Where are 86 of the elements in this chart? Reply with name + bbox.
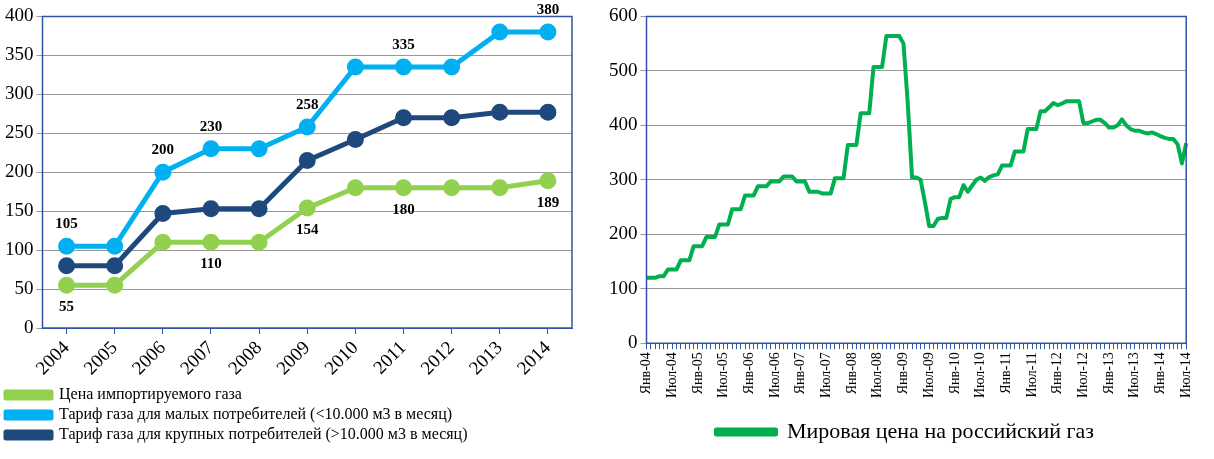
point (443, 179, 461, 197)
legend-label: Тариф газа для малых потребителей (<10.000 м3 в месяц) (59, 405, 453, 424)
y-tick-label: 200 (609, 222, 638, 244)
x-tick-label: Янв-05 (689, 352, 705, 395)
point (202, 233, 220, 251)
point (539, 103, 557, 121)
point (298, 199, 316, 217)
point (346, 130, 364, 148)
point (58, 237, 76, 255)
y-tick-label: 150 (5, 199, 34, 221)
point (539, 23, 557, 41)
x-tick-label: Июл-05 (715, 352, 731, 399)
x-tick-label: Янв-12 (1049, 352, 1065, 395)
data-label: 55 (59, 298, 75, 315)
point (298, 152, 316, 170)
point (395, 109, 413, 127)
point (346, 179, 364, 197)
point (250, 140, 268, 158)
point (539, 172, 557, 190)
legend-label: Цена импортируемого газа (59, 385, 242, 404)
x-tick-label: Июл-13 (1126, 352, 1142, 399)
x-tick-label: Июл-07 (818, 352, 834, 399)
point (250, 200, 268, 218)
legend-label: Тариф газа для крупных потребителей (>10.000 м3 в месяц) (59, 425, 468, 444)
point (106, 257, 124, 275)
y-tick-label: 400 (609, 113, 638, 135)
point (58, 276, 76, 294)
x-tick-label: Янв-04 (638, 352, 654, 395)
x-tick-label: Июл-04 (663, 352, 679, 399)
x-tick-label: Июл-08 (869, 352, 885, 399)
point (395, 179, 413, 197)
point (298, 118, 316, 136)
y-tick-label: 0 (24, 315, 34, 337)
x-tick-label: Июл-10 (972, 352, 988, 399)
point (58, 257, 76, 275)
x-tick-label: Янв-11 (997, 352, 1013, 394)
data-label: 180 (392, 200, 415, 217)
point (491, 103, 509, 121)
y-tick-label: 200 (5, 160, 34, 182)
x-tick-label: Янв-10 (946, 352, 962, 395)
y-tick-label: 300 (609, 167, 638, 189)
x-tick-label: Янв-07 (792, 352, 808, 395)
data-label: 110 (200, 255, 222, 272)
point (106, 276, 124, 294)
x-tick-label: Янв-13 (1100, 352, 1116, 395)
point (346, 58, 364, 76)
data-label: 154 (296, 220, 319, 237)
x-tick-label: Июл-09 (920, 352, 936, 399)
data-label: 105 (55, 215, 78, 232)
y-tick-label: 400 (5, 4, 34, 26)
y-tick-label: 100 (609, 276, 638, 298)
data-label: 189 (536, 193, 560, 210)
point (443, 109, 461, 127)
point (154, 163, 172, 181)
data-label: 200 (151, 141, 175, 158)
y-tick-label: 0 (628, 331, 638, 353)
y-tick-label: 250 (5, 121, 34, 143)
x-tick-label: Янв-08 (843, 352, 859, 395)
y-tick-label: 50 (14, 277, 34, 299)
point (106, 237, 124, 255)
y-tick-label: 350 (5, 43, 34, 65)
x-tick-label: Июл-06 (766, 352, 782, 399)
point (443, 58, 461, 76)
x-tick-label: Янв-09 (895, 352, 911, 395)
legend-label: Мировая цена на российский газ (786, 417, 1095, 443)
x-tick-label: Июл-12 (1075, 352, 1091, 399)
y-tick-label: 600 (609, 4, 638, 26)
point (154, 204, 172, 222)
point (395, 58, 413, 76)
point (250, 233, 268, 251)
point (202, 200, 220, 218)
x-tick-label: Янв-06 (740, 352, 756, 395)
x-tick-label: Июл-11 (1023, 352, 1039, 398)
y-tick-label: 100 (5, 238, 34, 260)
point (154, 233, 172, 251)
data-label: 380 (536, 0, 560, 17)
point (491, 23, 509, 41)
data-label: 258 (296, 95, 319, 112)
x-tick-label: Июл-14 (1177, 352, 1193, 399)
data-label: 335 (392, 35, 415, 52)
x-tick-label: Янв-14 (1152, 352, 1168, 395)
point (202, 140, 220, 158)
point (491, 179, 509, 197)
y-tick-label: 500 (609, 58, 638, 80)
data-label: 230 (199, 117, 223, 134)
y-tick-label: 300 (5, 82, 34, 104)
